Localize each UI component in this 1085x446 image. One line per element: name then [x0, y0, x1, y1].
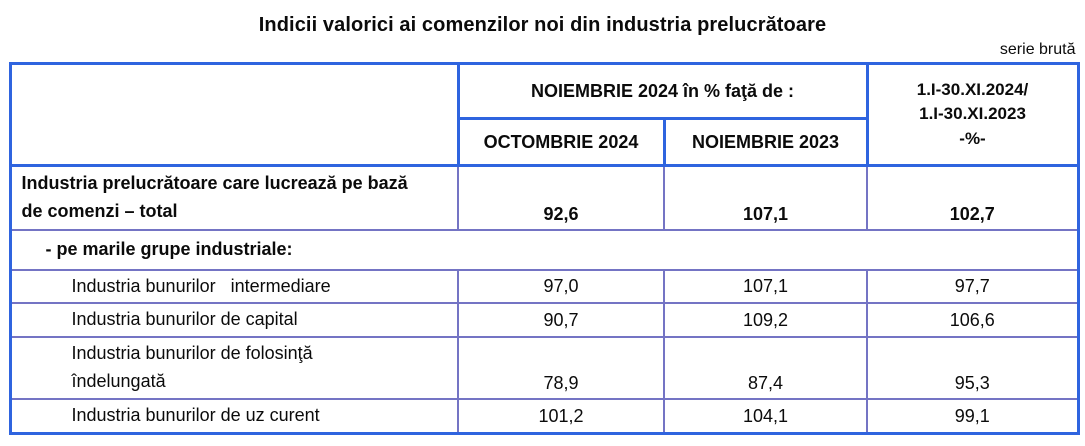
value-intermediare-oct2024: 97,0 [457, 268, 665, 305]
table-header: NOIEMBRIE 2024 în % faţă de : 1.I-30.XI.… [8, 62, 1080, 167]
value-uz-curent-oct2024: 101,2 [457, 398, 665, 435]
value-capital-nov2023: 109,2 [662, 302, 869, 339]
value-total-oct2024: 92,6 [457, 164, 665, 231]
table-row-uz-curent: Industria bunurilor de uz curent 101,2 1… [9, 398, 1080, 435]
header-group-cell: NOIEMBRIE 2024 în % faţă de : [456, 62, 869, 120]
table-wrapper: NOIEMBRIE 2024 în % faţă de : 1.I-30.XI.… [8, 62, 1080, 435]
value-capital-oct2024: 90,7 [457, 302, 665, 339]
header-octombrie-2024: OCTOMBRIE 2024 [456, 117, 666, 167]
series-note: serie brută [999, 41, 1076, 58]
header-row-group: NOIEMBRIE 2024 în % faţă de : 1.I-30.XI.… [8, 62, 1080, 167]
value-folosinta-oct2024: 78,9 [457, 336, 665, 401]
section-label: - pe marile grupe industriale: [8, 228, 1080, 271]
corner-empty-cell [8, 62, 460, 167]
table-row-section: - pe marile grupe industriale: [8, 228, 1080, 271]
value-intermediare-nov2023: 107,1 [662, 268, 869, 305]
header-ytd-cell: 1.I-30.XI.2024/ 1.I-30.XI.2023 -%- [865, 62, 1080, 167]
row-label-total: Industria prelucrătoare care lucrează pe… [9, 164, 459, 231]
row-label-capital: Industria bunurilor de capital [9, 302, 459, 339]
value-folosinta-ytd: 95,3 [866, 336, 1080, 401]
row-label-uz-curent: Industria bunurilor de uz curent [9, 398, 459, 435]
value-intermediare-ytd: 97,7 [866, 268, 1080, 305]
header-row-sub: OCTOMBRIE 2024 NOIEMBRIE 2023 [10, 117, 1078, 167]
value-total-nov2023: 107,1 [662, 164, 869, 231]
row-label-folosinta: Industria bunurilor de folosinţă îndelun… [9, 336, 459, 401]
table-row-intermediare: Industria bunurilor intermediare 97,0 10… [9, 268, 1080, 305]
table-row-capital: Industria bunurilor de capital 90,7 109,… [9, 302, 1080, 339]
orders-index-table: NOIEMBRIE 2024 în % faţă de : 1.I-30.XI.… [8, 62, 1080, 435]
value-folosinta-nov2023: 87,4 [662, 336, 869, 401]
table-body: Industria prelucrătoare care lucrează pe… [8, 164, 1080, 435]
value-uz-curent-ytd: 99,1 [866, 398, 1080, 435]
table-row-folosinta: Industria bunurilor de folosinţă îndelun… [9, 336, 1080, 401]
value-capital-ytd: 106,6 [866, 302, 1080, 339]
value-total-ytd: 102,7 [866, 164, 1080, 231]
value-uz-curent-nov2023: 104,1 [662, 398, 869, 435]
table-row-total: Industria prelucrătoare care lucrează pe… [9, 164, 1080, 231]
header-noiembrie-2023: NOIEMBRIE 2023 [662, 117, 869, 167]
row-label-intermediare: Industria bunurilor intermediare [9, 268, 459, 305]
page-title: Indicii valorici ai comenzilor noi din i… [258, 14, 827, 36]
